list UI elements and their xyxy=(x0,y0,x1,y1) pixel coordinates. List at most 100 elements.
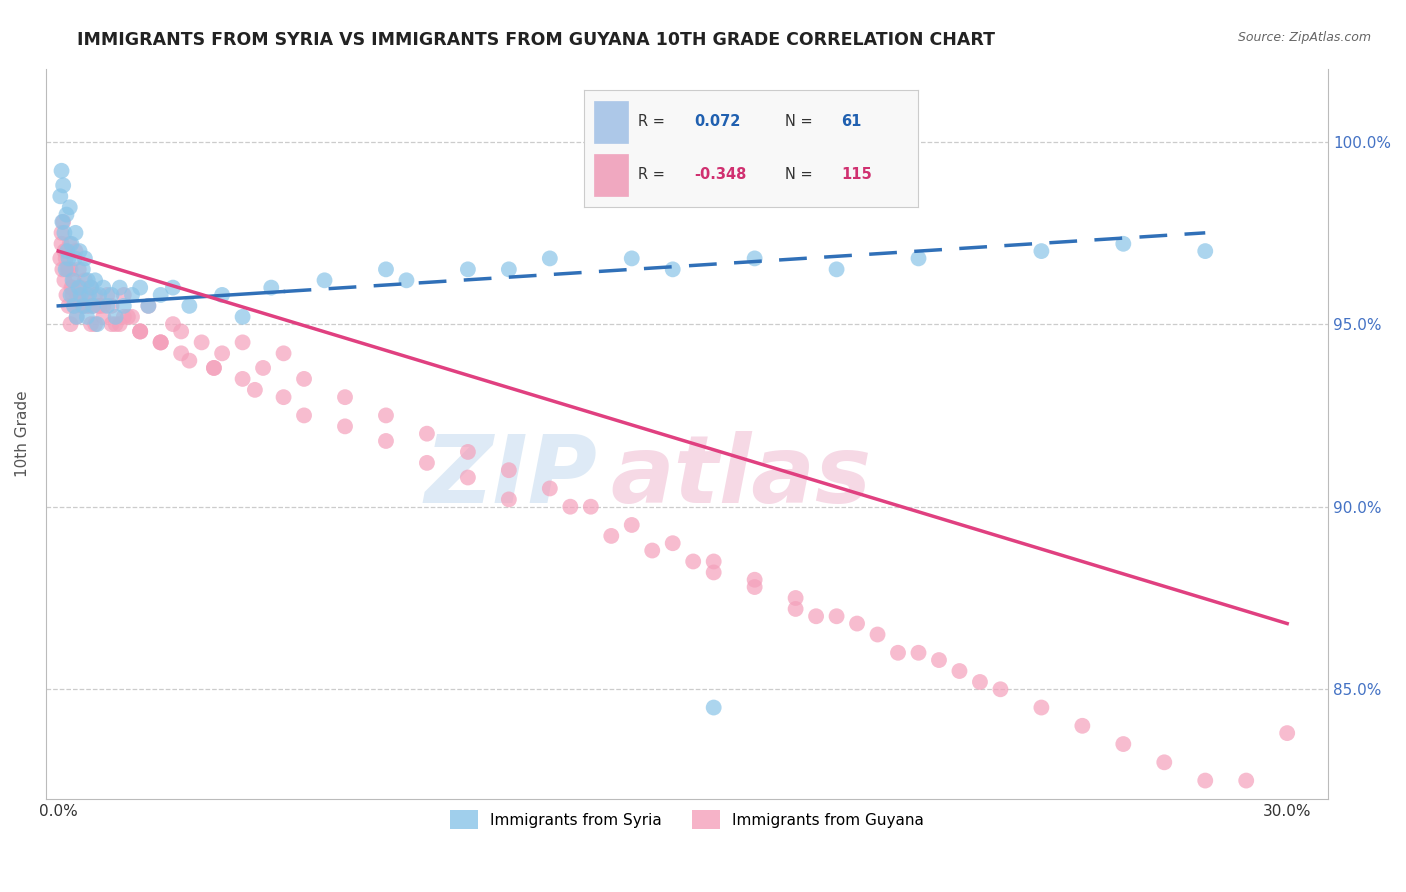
Point xyxy=(51,163,73,178)
Point xyxy=(129,280,152,294)
Point xyxy=(112,299,135,313)
Point xyxy=(1194,773,1216,788)
Point xyxy=(416,426,439,441)
Point xyxy=(179,353,201,368)
Point xyxy=(56,262,79,277)
Point xyxy=(58,299,80,313)
Point xyxy=(84,288,107,302)
Point xyxy=(59,200,82,214)
Point xyxy=(1112,737,1135,751)
Point xyxy=(53,226,76,240)
Point xyxy=(89,299,111,313)
Point xyxy=(67,262,90,277)
Point xyxy=(333,390,356,404)
Point xyxy=(69,244,91,258)
Point xyxy=(211,288,233,302)
Point xyxy=(104,310,127,324)
Point xyxy=(149,335,172,350)
Point xyxy=(112,288,135,302)
Point xyxy=(121,310,143,324)
Point xyxy=(56,244,79,258)
Point xyxy=(744,580,766,594)
Point xyxy=(149,288,172,302)
Point xyxy=(703,700,725,714)
Point xyxy=(703,566,725,580)
Point xyxy=(55,288,77,302)
Point xyxy=(457,445,479,459)
Point xyxy=(661,536,683,550)
Point xyxy=(65,226,87,240)
Point xyxy=(69,280,91,294)
Point xyxy=(62,288,84,302)
Text: atlas: atlas xyxy=(610,432,872,524)
Point xyxy=(260,280,283,294)
Point xyxy=(121,288,143,302)
Point xyxy=(804,609,827,624)
Point xyxy=(211,346,233,360)
Point xyxy=(72,299,94,313)
Point xyxy=(82,299,104,313)
Point xyxy=(63,299,86,313)
Point xyxy=(59,262,82,277)
Point xyxy=(77,299,100,313)
Point xyxy=(76,310,98,324)
Point xyxy=(65,244,87,258)
Point xyxy=(72,299,94,313)
Point xyxy=(67,280,90,294)
Point xyxy=(80,280,103,294)
Point xyxy=(416,456,439,470)
Point xyxy=(744,573,766,587)
Point xyxy=(51,262,73,277)
Point xyxy=(89,299,111,313)
Point xyxy=(69,288,91,302)
Point xyxy=(292,409,315,423)
Point xyxy=(538,252,561,266)
Text: Source: ZipAtlas.com: Source: ZipAtlas.com xyxy=(1237,31,1371,45)
Point xyxy=(333,419,356,434)
Point xyxy=(104,317,127,331)
Point xyxy=(59,317,82,331)
Point xyxy=(785,591,807,605)
Point xyxy=(907,252,929,266)
Point xyxy=(63,299,86,313)
Point xyxy=(785,602,807,616)
Point xyxy=(60,280,83,294)
Point xyxy=(252,360,274,375)
Point xyxy=(620,252,643,266)
Point xyxy=(538,482,561,496)
Point xyxy=(66,310,89,324)
Point xyxy=(58,252,80,266)
Point xyxy=(1031,700,1053,714)
Point xyxy=(117,310,139,324)
Point xyxy=(86,317,108,331)
Point xyxy=(89,288,111,302)
Legend: Immigrants from Syria, Immigrants from Guyana: Immigrants from Syria, Immigrants from G… xyxy=(444,805,929,835)
Point xyxy=(52,178,75,193)
Point xyxy=(202,360,225,375)
Point xyxy=(80,280,103,294)
Point xyxy=(600,529,623,543)
Point xyxy=(846,616,869,631)
Point xyxy=(232,310,254,324)
Point xyxy=(273,346,295,360)
Point xyxy=(62,273,84,287)
Point xyxy=(457,262,479,277)
Point xyxy=(76,299,98,313)
Point xyxy=(273,390,295,404)
Point xyxy=(179,299,201,313)
Point xyxy=(560,500,582,514)
Point xyxy=(60,236,83,251)
Point xyxy=(243,383,266,397)
Point xyxy=(129,325,152,339)
Point xyxy=(51,226,73,240)
Point xyxy=(96,288,118,302)
Point xyxy=(91,280,114,294)
Point xyxy=(825,609,848,624)
Point xyxy=(66,310,89,324)
Point xyxy=(149,335,172,350)
Point xyxy=(73,299,96,313)
Point xyxy=(51,215,73,229)
Point xyxy=(162,317,184,331)
Point xyxy=(682,554,704,568)
Point xyxy=(375,262,398,277)
